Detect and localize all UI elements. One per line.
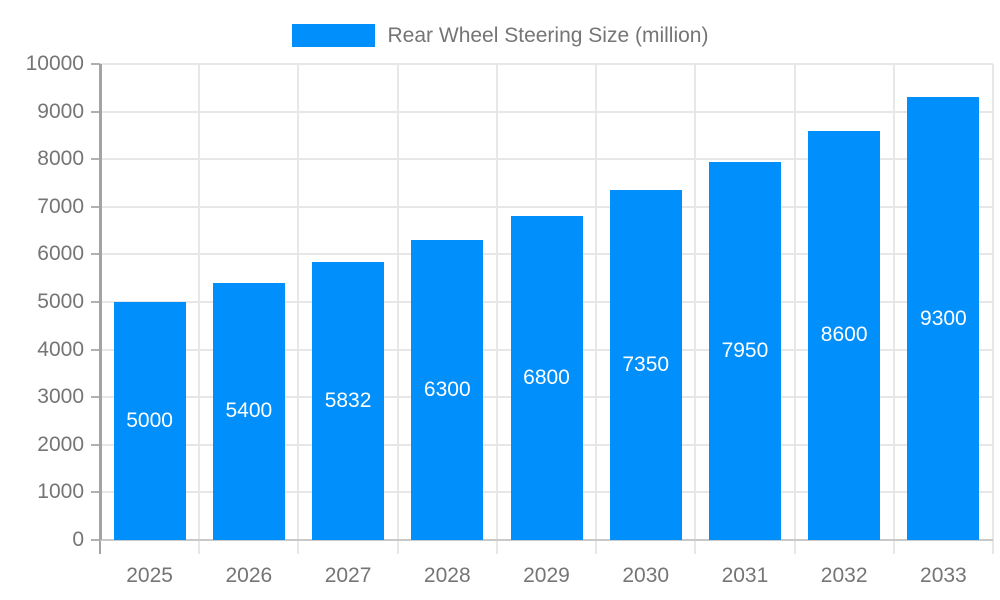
gridline-horizontal [100, 205, 993, 208]
x-axis-line [100, 539, 993, 541]
x-axis-tick [198, 540, 201, 554]
gridline-vertical [793, 64, 796, 540]
x-axis-label-2029: 2029 [523, 564, 570, 587]
x-axis-label-2032: 2032 [820, 564, 868, 587]
x-axis-label-2031: 2031 [721, 564, 769, 587]
y-axis-tick [91, 491, 100, 494]
y-axis-tick-label: 10000 [25, 52, 84, 75]
y-axis-tick-label: 1000 [37, 480, 84, 504]
gridline-vertical [595, 64, 598, 540]
x-axis-tick [793, 540, 796, 554]
y-axis-tick-label: 8000 [37, 147, 84, 171]
y-axis-tick [91, 253, 100, 256]
x-axis-tick [495, 540, 498, 554]
bar-2032[interactable] [808, 130, 881, 540]
y-axis-tick [91, 205, 100, 208]
y-axis-tick [91, 348, 100, 351]
x-axis-label-2028: 2028 [423, 564, 471, 587]
x-axis-tick [694, 540, 697, 554]
x-axis-tick [99, 540, 101, 554]
x-axis-tick [992, 540, 994, 554]
y-axis-tick-label: 3000 [37, 385, 84, 409]
y-axis-tick-label: 6000 [37, 242, 84, 266]
bar-2026[interactable] [212, 282, 285, 540]
y-axis-tick [91, 110, 100, 113]
bar-2031[interactable] [708, 161, 781, 540]
bar-2030[interactable] [609, 190, 682, 540]
y-axis-tick [91, 63, 100, 65]
bar-2028[interactable] [411, 240, 484, 540]
bar-2025[interactable] [113, 302, 186, 540]
y-axis-tick [91, 539, 100, 541]
bar-2033[interactable] [907, 97, 980, 540]
legend-label: Rear Wheel Steering Size (million) [387, 23, 709, 47]
gridline-horizontal [100, 110, 993, 113]
x-axis-label-2027: 2027 [324, 564, 372, 587]
x-axis-tick [595, 540, 598, 554]
gridline-vertical [495, 64, 498, 540]
gridline-horizontal [100, 158, 993, 161]
x-axis-label-2026: 2026 [225, 564, 273, 587]
y-axis-tick-label: 0 [72, 528, 84, 551]
y-axis-tick-label: 4000 [37, 337, 84, 361]
legend-swatch-icon [291, 23, 375, 47]
x-axis-tick [297, 540, 300, 554]
y-axis-tick-label: 7000 [37, 194, 84, 218]
gridline-vertical [892, 64, 895, 540]
gridline-horizontal [100, 63, 993, 65]
y-axis-tick [91, 158, 100, 161]
gridline-vertical [694, 64, 697, 540]
gridline-vertical [297, 64, 300, 540]
gridline-vertical [992, 64, 994, 540]
x-axis-tick [396, 540, 399, 554]
y-axis-tick [91, 443, 100, 446]
x-axis-label-2025: 2025 [126, 564, 173, 587]
y-axis-tick [91, 301, 100, 303]
x-axis-label-2030: 2030 [622, 564, 670, 587]
x-axis-tick [892, 540, 895, 554]
legend-item[interactable]: Rear Wheel Steering Size (million) [0, 20, 1000, 50]
gridline-vertical [198, 64, 201, 540]
y-axis-tick-label: 5000 [37, 290, 84, 313]
x-axis-label-2033: 2033 [920, 564, 967, 587]
y-axis-tick-label: 2000 [37, 432, 84, 456]
y-axis-tick [91, 396, 100, 399]
gridline-vertical [396, 64, 399, 540]
y-axis-line [99, 64, 102, 540]
bar-2029[interactable] [510, 216, 583, 540]
bar-2027[interactable] [312, 262, 385, 540]
y-axis-tick-label: 9000 [37, 99, 84, 123]
